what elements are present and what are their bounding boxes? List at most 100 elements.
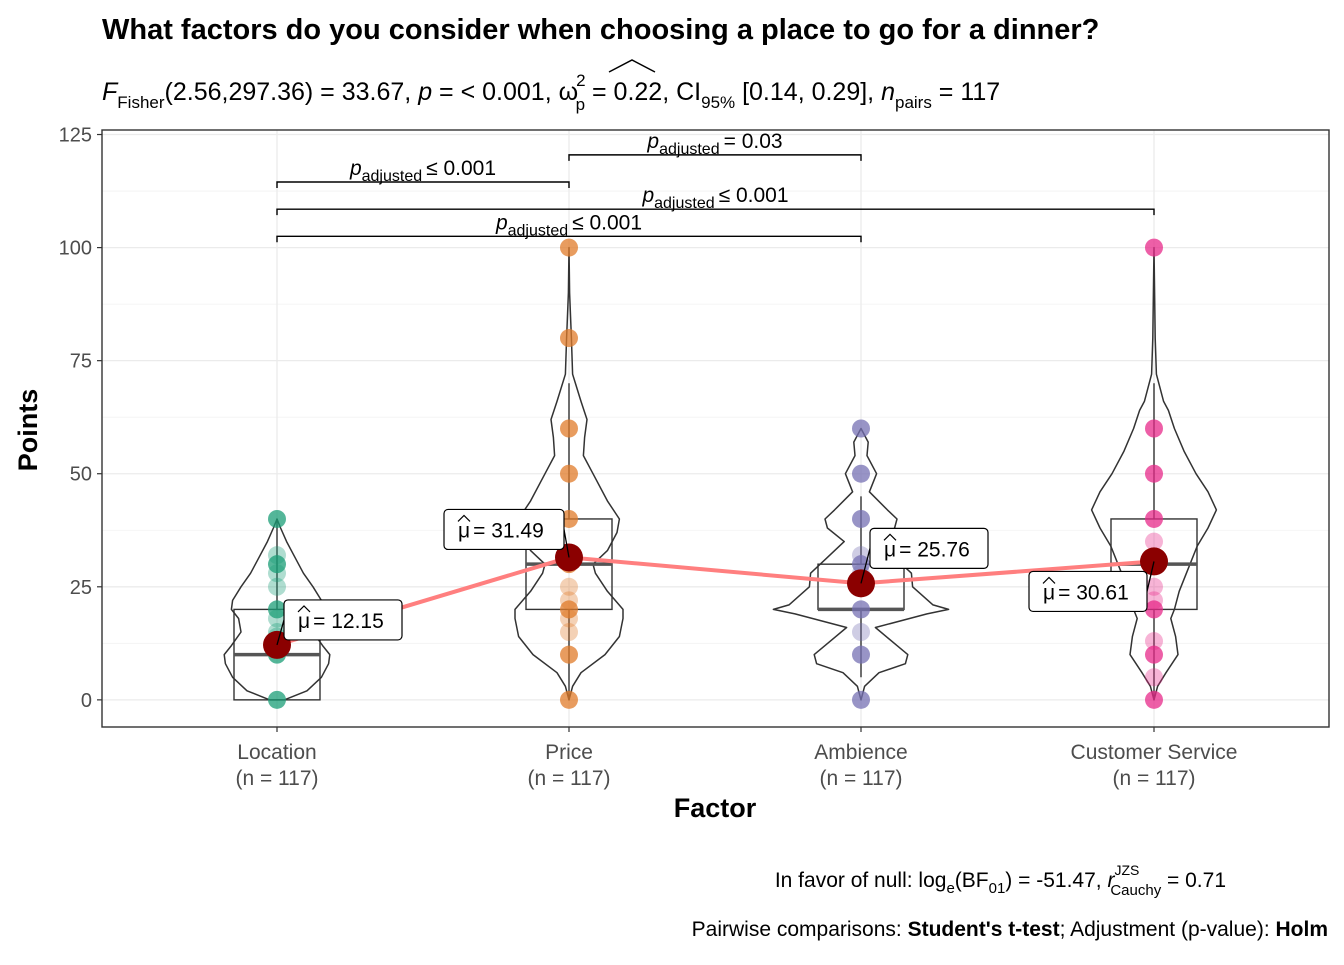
comparison-p: p: [641, 184, 654, 207]
data-point: [560, 329, 578, 348]
data-point: [268, 509, 286, 528]
x-tick-label: Customer Service: [1071, 741, 1238, 764]
comparison-bracket: [568, 154, 862, 161]
data-point: [560, 577, 578, 596]
data-point: [1145, 419, 1163, 438]
y-tick-label: 100: [59, 238, 92, 260]
data-point: [560, 623, 578, 642]
data-point: [852, 464, 870, 483]
data-point: [852, 645, 870, 664]
data-point: [560, 238, 578, 257]
y-tick-label: 25: [70, 577, 92, 599]
mean-symbol: μ: [298, 610, 310, 633]
mean-label-connector: [860, 548, 871, 584]
comparison-label: padjusted ≤ 0.001: [495, 211, 642, 239]
mean-label-connector: [276, 619, 285, 646]
data-point: [852, 509, 870, 528]
mean-label: μ = 30.61: [1043, 581, 1129, 604]
mean-hat: [883, 533, 897, 541]
data-point: [1145, 238, 1163, 257]
x-axis-title: Factor: [674, 793, 757, 823]
mean-hat: [1042, 576, 1056, 584]
data-point: [560, 690, 578, 709]
data-point: [1145, 532, 1163, 551]
data-point: [1145, 668, 1163, 687]
x-tick-label: Ambience: [814, 741, 907, 764]
x-tick-count: (n = 117): [819, 767, 902, 790]
mean-value: = 12.15: [313, 610, 384, 633]
data-point: [852, 600, 870, 619]
mean-label: μ = 31.49: [458, 519, 544, 542]
comparison-bracket: [276, 235, 862, 243]
comparison-value: ≤ 0.001: [426, 157, 496, 180]
chart-title: What factors do you consider when choosi…: [102, 14, 1099, 46]
mean-line: [276, 555, 1155, 647]
x-tick-count: (n = 117): [235, 767, 318, 790]
data-point: [1145, 591, 1163, 610]
omega-hat: [608, 59, 656, 73]
y-tick-label: 75: [70, 351, 92, 373]
comparison-p: p: [646, 130, 659, 153]
x-tick-count: (n = 117): [1112, 767, 1195, 790]
data-point: [852, 690, 870, 709]
mean-label-connector: [1146, 561, 1155, 592]
x-tick-label: Price: [545, 741, 593, 764]
chart-subtitle: FFisher(2.56,297.36) = 33.67, p = < 0.00…: [102, 71, 1000, 114]
y-tick-label: 0: [81, 690, 92, 712]
data-point: [852, 555, 870, 574]
mean-label: μ = 25.76: [884, 538, 970, 561]
mean-label-box: [869, 527, 989, 569]
x-tick-label: Location: [237, 741, 316, 764]
data-point: [268, 577, 286, 596]
data-point: [560, 645, 578, 664]
comparison-bracket: [276, 208, 1155, 216]
mean-hat: [297, 605, 311, 613]
comparison-label: padjusted ≤ 0.001: [349, 157, 496, 185]
data-point: [268, 600, 286, 619]
caption-pairwise: Pairwise comparisons: Student's t-test; …: [692, 918, 1328, 941]
data-point: [852, 546, 870, 565]
comparison-value: ≤ 0.001: [572, 211, 642, 234]
mean-labels: μ = 12.15μ = 31.49μ = 25.76μ = 30.61: [276, 508, 1155, 646]
data-point: [268, 555, 286, 574]
comparison-bracket: [276, 181, 570, 189]
mean-symbol: μ: [884, 538, 896, 561]
mean-hat: [457, 514, 471, 522]
data-point: [1145, 509, 1163, 528]
data-point: [1145, 690, 1163, 709]
data-point: [1145, 632, 1163, 651]
mean-label-box: [283, 599, 403, 641]
data-point: [560, 419, 578, 438]
data-point: [560, 600, 578, 619]
data-point: [1145, 600, 1163, 619]
data-point: [560, 464, 578, 483]
comparison-label: padjusted = 0.03: [646, 130, 782, 158]
caption-bayes: In favor of null: loge(BF01) = -51.47, r…: [775, 862, 1226, 899]
mean-label-box: [443, 508, 565, 551]
means: [263, 543, 1168, 659]
data-point: [852, 419, 870, 438]
data-point: [560, 591, 578, 610]
comparison-label: padjusted ≤ 0.001: [641, 184, 788, 212]
data-point: [1145, 645, 1163, 664]
mean-path: [276, 555, 1155, 647]
x-axis: Location (n = 117) Price (n = 117) Ambience (…: [235, 727, 1237, 790]
comparison-sub: adjusted: [508, 222, 569, 239]
y-tick-label: 125: [59, 125, 92, 147]
mean-value: = 25.76: [899, 538, 970, 561]
comparison-value: ≤ 0.001: [719, 184, 789, 207]
mean-label: μ = 12.15: [298, 610, 384, 633]
y-axis-title: Points: [13, 389, 43, 472]
mean-label-box: [1028, 570, 1148, 613]
comparison-value: = 0.03: [724, 130, 783, 153]
mean-label-connector: [563, 529, 570, 558]
comparison-p: p: [349, 157, 362, 180]
data-point: [852, 623, 870, 642]
comparison-sub: adjusted: [659, 141, 720, 158]
mean-value: = 30.61: [1058, 581, 1129, 604]
y-tick-label: 50: [70, 464, 92, 486]
data-point: [268, 690, 286, 709]
comparison-sub: adjusted: [654, 195, 715, 212]
data-point: [268, 546, 286, 565]
